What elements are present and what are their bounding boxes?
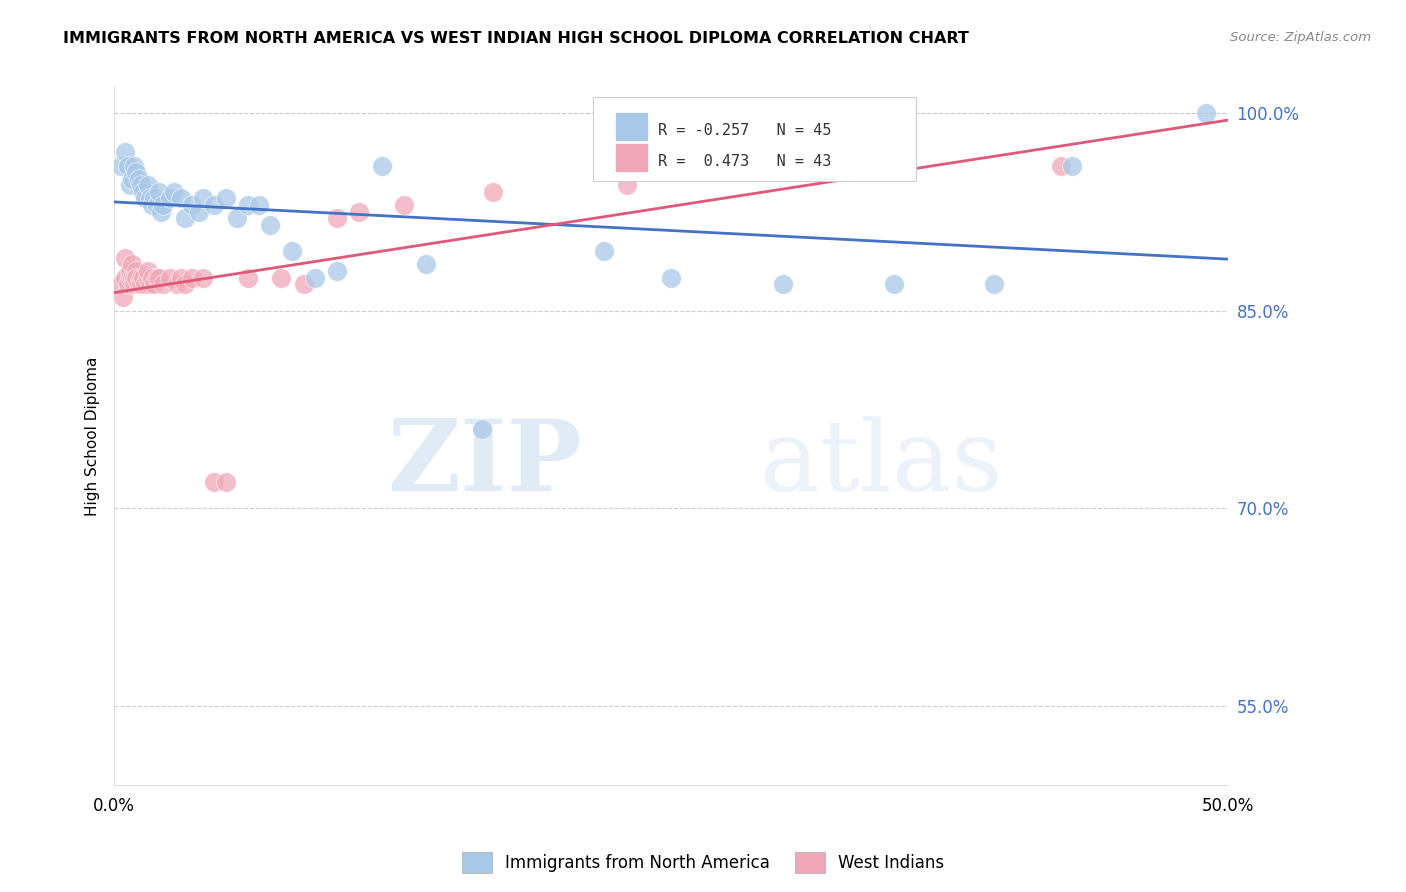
Point bbox=[129, 178, 152, 193]
Point bbox=[148, 270, 170, 285]
Point bbox=[883, 277, 905, 292]
Point bbox=[145, 198, 167, 212]
Point bbox=[136, 178, 159, 193]
Text: R = -0.257   N = 45: R = -0.257 N = 45 bbox=[658, 123, 831, 138]
Point bbox=[136, 270, 159, 285]
Point bbox=[166, 277, 188, 292]
Point bbox=[193, 270, 215, 285]
Legend: Immigrants from North America, West Indians: Immigrants from North America, West Indi… bbox=[456, 846, 950, 880]
Point bbox=[236, 270, 259, 285]
Point bbox=[392, 198, 415, 212]
Point bbox=[110, 159, 132, 173]
Point bbox=[304, 270, 326, 285]
Point bbox=[118, 178, 141, 193]
FancyBboxPatch shape bbox=[593, 97, 917, 181]
Point bbox=[139, 277, 162, 292]
Point bbox=[149, 204, 172, 219]
Point bbox=[122, 159, 145, 173]
Point bbox=[225, 211, 247, 226]
Point bbox=[128, 171, 150, 186]
Point bbox=[259, 218, 281, 232]
Point bbox=[125, 264, 148, 278]
Point bbox=[125, 270, 148, 285]
Point bbox=[187, 204, 209, 219]
Point bbox=[326, 264, 349, 278]
Point bbox=[247, 198, 270, 212]
Point bbox=[129, 277, 152, 292]
Point bbox=[1195, 105, 1218, 120]
Point bbox=[181, 198, 204, 212]
Point bbox=[616, 178, 638, 193]
Point bbox=[983, 277, 1005, 292]
Point bbox=[122, 270, 145, 285]
Point bbox=[122, 277, 145, 292]
Point bbox=[193, 192, 215, 206]
Point bbox=[326, 211, 349, 226]
Bar bbox=[616, 144, 647, 171]
Point bbox=[349, 204, 371, 219]
Point bbox=[292, 277, 315, 292]
Point bbox=[145, 270, 167, 285]
Point bbox=[593, 244, 616, 259]
Point bbox=[117, 277, 139, 292]
Point bbox=[281, 244, 304, 259]
Point bbox=[174, 211, 197, 226]
Text: R =  0.473   N = 43: R = 0.473 N = 43 bbox=[658, 153, 831, 169]
Point bbox=[152, 277, 174, 292]
Point bbox=[236, 198, 259, 212]
Text: IMMIGRANTS FROM NORTH AMERICA VS WEST INDIAN HIGH SCHOOL DIPLOMA CORRELATION CHA: IMMIGRANTS FROM NORTH AMERICA VS WEST IN… bbox=[63, 31, 969, 46]
Point bbox=[659, 270, 682, 285]
Point bbox=[121, 171, 143, 186]
Point bbox=[204, 198, 226, 212]
Point bbox=[136, 264, 159, 278]
Point bbox=[214, 192, 236, 206]
Point bbox=[117, 159, 139, 173]
Point bbox=[134, 277, 156, 292]
Point bbox=[163, 185, 186, 199]
Point bbox=[114, 270, 136, 285]
Text: ZIP: ZIP bbox=[387, 416, 582, 512]
Point bbox=[415, 257, 437, 271]
Point bbox=[270, 270, 292, 285]
Point bbox=[1062, 159, 1084, 173]
Point bbox=[134, 192, 156, 206]
Point bbox=[132, 270, 155, 285]
Point bbox=[471, 422, 494, 436]
Point bbox=[170, 270, 193, 285]
Point bbox=[159, 192, 181, 206]
Point bbox=[143, 192, 166, 206]
Point bbox=[170, 192, 193, 206]
Point bbox=[143, 277, 166, 292]
Text: Source: ZipAtlas.com: Source: ZipAtlas.com bbox=[1230, 31, 1371, 45]
Point bbox=[114, 145, 136, 160]
Point bbox=[148, 185, 170, 199]
Point bbox=[152, 198, 174, 212]
Point bbox=[141, 198, 163, 212]
Bar bbox=[616, 112, 647, 140]
Point bbox=[112, 290, 135, 304]
Point bbox=[132, 185, 155, 199]
Point bbox=[114, 251, 136, 265]
Point bbox=[181, 270, 204, 285]
Point bbox=[121, 257, 143, 271]
Text: atlas: atlas bbox=[761, 416, 1002, 512]
Point bbox=[139, 192, 162, 206]
Point bbox=[110, 277, 132, 292]
Point bbox=[141, 270, 163, 285]
Point bbox=[121, 270, 143, 285]
Point bbox=[118, 270, 141, 285]
Point bbox=[204, 475, 226, 489]
Point bbox=[129, 270, 152, 285]
Point bbox=[772, 277, 794, 292]
Point bbox=[174, 277, 197, 292]
Point bbox=[125, 165, 148, 179]
Y-axis label: High School Diploma: High School Diploma bbox=[86, 356, 100, 516]
Point bbox=[214, 475, 236, 489]
Point bbox=[159, 270, 181, 285]
Point bbox=[128, 277, 150, 292]
Point bbox=[118, 264, 141, 278]
Point bbox=[482, 185, 505, 199]
Point bbox=[370, 159, 392, 173]
Point bbox=[1050, 159, 1073, 173]
